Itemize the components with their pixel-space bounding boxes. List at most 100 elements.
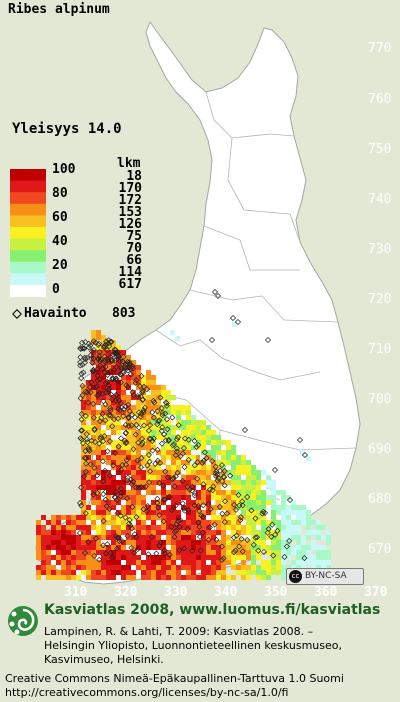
grid-cell	[251, 490, 256, 495]
grid-cell	[166, 570, 171, 575]
grid-cell	[176, 440, 181, 445]
grid-cell	[306, 560, 311, 565]
grid-cell	[91, 545, 96, 550]
grid-cell	[81, 465, 86, 470]
grid-cell	[171, 495, 176, 500]
grid-cell	[211, 515, 216, 520]
x-tick-label: 340	[214, 585, 238, 600]
grid-cell	[156, 515, 161, 520]
grid-cell	[91, 550, 96, 555]
grid-cell	[211, 575, 216, 580]
observation-marker	[118, 404, 125, 411]
observation-marker	[108, 356, 115, 363]
legend-count: 18	[126, 169, 142, 184]
observation-marker	[149, 409, 156, 416]
observation-marker	[105, 337, 112, 344]
observation-marker	[133, 514, 140, 521]
grid-cell	[41, 570, 46, 575]
grid-cell	[291, 520, 296, 525]
grid-cell	[126, 565, 131, 570]
grid-cell	[131, 560, 136, 565]
grid-cell	[36, 535, 41, 540]
grid-cell	[196, 560, 201, 565]
observation-marker	[104, 541, 111, 548]
observation-marker	[101, 342, 108, 349]
grid-cell	[91, 335, 96, 340]
grid-cell	[66, 515, 71, 520]
legend-swatch	[10, 227, 46, 239]
observation-marker	[133, 484, 140, 491]
grid-cell	[96, 470, 101, 475]
license-url[interactable]: http://creativecommons.org/licenses/by-n…	[5, 686, 289, 699]
grid-cell	[206, 425, 211, 430]
observation-marker	[77, 435, 84, 442]
observation-marker	[200, 502, 207, 509]
y-tick-label: 700	[368, 392, 392, 407]
grid-cell	[281, 510, 286, 515]
observation-marker	[214, 292, 222, 300]
observation-marker	[144, 503, 151, 510]
observation-marker	[237, 514, 244, 521]
grid-cell	[66, 555, 71, 560]
grid-cell	[61, 545, 66, 550]
grid-cell	[171, 555, 176, 560]
grid-cell	[141, 375, 146, 380]
grid-cell	[136, 450, 141, 455]
grid-cell	[216, 515, 221, 520]
grid-cell	[91, 575, 96, 580]
grid-cell	[201, 450, 206, 455]
observation-marker	[129, 503, 136, 511]
grid-cell	[111, 555, 116, 560]
grid-cell	[91, 465, 96, 470]
grid-cell	[96, 525, 101, 530]
grid-cell	[236, 455, 241, 460]
grid-cell	[186, 420, 191, 425]
grid-cell	[231, 475, 236, 480]
grid-cell	[51, 525, 56, 530]
grid-cell	[96, 440, 101, 445]
cc-icon: cc	[289, 570, 302, 583]
grid-cell	[181, 525, 186, 530]
grid-cell	[121, 505, 126, 510]
observation-marker	[100, 542, 107, 549]
grid-cell	[176, 565, 181, 570]
grid-cell	[251, 470, 256, 475]
grid-cell	[151, 475, 156, 480]
grid-cell	[261, 515, 266, 520]
grid-cell	[96, 485, 101, 490]
grid-cell	[66, 575, 71, 580]
grid-cell	[91, 375, 96, 380]
grid-cell	[116, 370, 121, 375]
grid-cell	[241, 545, 246, 550]
grid-cell	[176, 495, 181, 500]
grid-cell	[201, 465, 206, 470]
grid-cell	[186, 530, 191, 535]
cc-license-badge[interactable]: cc BY-NC-SA	[286, 568, 364, 585]
grid-cell	[261, 560, 266, 565]
grid-cell	[111, 530, 116, 535]
grid-cell	[151, 395, 156, 400]
observation-marker	[100, 438, 107, 445]
y-tick-label: 720	[368, 292, 392, 307]
grid-cell	[231, 470, 236, 475]
grid-cell	[76, 575, 81, 580]
observation-marker	[123, 382, 130, 389]
observation-marker	[80, 440, 87, 447]
observation-marker	[222, 498, 229, 505]
grid-cell	[216, 485, 221, 490]
grid-cell	[91, 510, 96, 515]
grid-cell	[116, 425, 121, 430]
grid-cell	[106, 555, 111, 560]
observation-marker	[102, 363, 109, 370]
grid-cell	[171, 405, 176, 410]
grid-cell	[141, 520, 146, 525]
grid-cell	[186, 470, 191, 475]
grid-cell	[226, 545, 231, 550]
grid-cell	[221, 455, 226, 460]
grid-cell	[176, 555, 181, 560]
grid-cell	[131, 465, 136, 470]
observation-marker	[135, 424, 142, 431]
grid-cell	[66, 550, 71, 555]
observation-marker	[172, 502, 179, 509]
grid-cell	[106, 475, 111, 480]
